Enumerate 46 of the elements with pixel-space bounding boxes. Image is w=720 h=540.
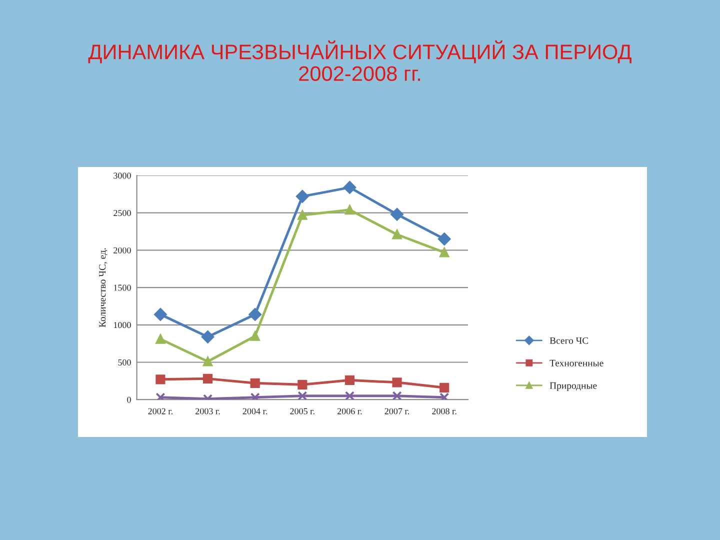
y-tick-label: 1500: [114, 284, 131, 291]
point: [154, 308, 167, 321]
point: [344, 391, 355, 400]
point: [392, 378, 402, 388]
point: [392, 230, 402, 240]
legend-label: Техногенные: [550, 360, 604, 366]
point: [392, 391, 402, 400]
legend-label: Всего ЧС: [550, 337, 588, 344]
point: [343, 181, 356, 194]
point: [156, 334, 166, 344]
point: [250, 378, 260, 388]
x-tick-label: 2003 г.: [196, 408, 220, 414]
x-tick-label: 2007 г.: [384, 408, 410, 414]
point: [298, 210, 308, 220]
y-tick-label: 3000: [114, 172, 131, 179]
point: [440, 382, 450, 392]
point: [156, 374, 166, 384]
point: [248, 308, 262, 321]
point: [440, 248, 450, 258]
y-tick-label: 1000: [114, 322, 131, 328]
point: [202, 356, 213, 366]
point: [201, 330, 214, 344]
point: [202, 374, 213, 384]
y-tick-label: 2500: [114, 210, 131, 216]
point: [298, 391, 308, 400]
y-tick-label: 500: [118, 359, 131, 366]
x-tick-label: 2002 г.: [148, 408, 172, 414]
x-tick-label: 2008 г.: [432, 408, 456, 414]
y-tick-label: 2000: [114, 247, 131, 254]
point: [156, 392, 166, 400]
y-axis-title: Количество ЧС, ед.: [99, 248, 108, 328]
x-tick-label: 2006 г.: [337, 408, 362, 414]
point: [344, 205, 355, 215]
chart-title: ДИНАМИКА ЧРЕЗВЫЧАЙНЫХ СИТУАЦИЙ ЗА ПЕРИОД 2002-2008 гг.: [88, 40, 632, 82]
legend-label: Природные: [550, 382, 597, 391]
point: [298, 380, 308, 390]
point: [440, 392, 450, 400]
point: [438, 232, 451, 246]
point: [250, 392, 260, 400]
x-tick-label: 2004 г.: [242, 408, 268, 414]
x-tick-label: 2005 г.: [290, 408, 314, 414]
point: [250, 331, 260, 341]
point: [344, 375, 355, 385]
point: [390, 208, 404, 221]
point: [296, 190, 309, 203]
y-tick-label: 0: [127, 396, 131, 403]
